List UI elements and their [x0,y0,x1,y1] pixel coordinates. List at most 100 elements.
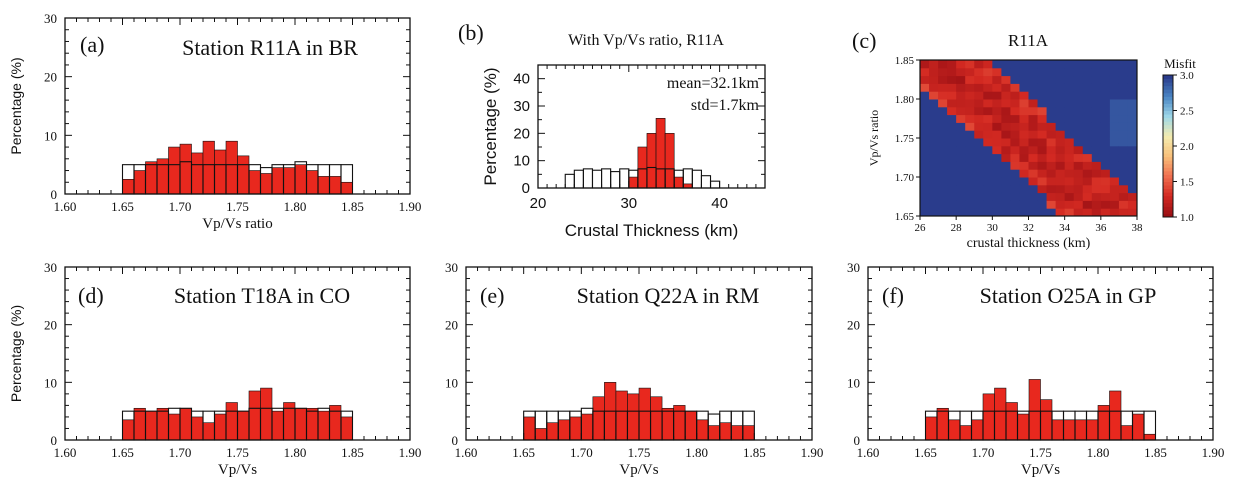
heatmap-cell [1019,153,1029,162]
heatmap-cell [1055,75,1066,84]
heatmap-cell [929,145,939,155]
heatmap-cell [1091,138,1102,147]
heatmap-cell [1091,192,1102,201]
heatmap-cell [1109,208,1120,217]
heatmap-cell [1064,145,1075,155]
x-tick-label: 1.90 [399,199,422,214]
heatmap-cell [920,138,930,147]
bar [1074,419,1087,441]
heatmap-cell [983,161,993,170]
heatmap-cell [965,138,975,147]
y-tick-label: 30 [847,260,860,275]
heatmap-cell [965,177,975,186]
heatmap-cell [1055,200,1066,209]
heatmap-cell [1091,145,1102,155]
heatmap-cell [920,83,930,92]
heatmap-cell [1064,169,1075,178]
heatmap-cell [1028,114,1039,123]
heatmap-cell [1055,99,1066,108]
heatmap-cell [974,106,984,116]
heatmap-cell [956,99,966,108]
x-tick-label: 1.75 [226,445,249,460]
heatmap-cell [992,153,1002,162]
bar [122,179,135,195]
bar [982,393,995,441]
heatmap-cell [1109,106,1120,116]
bar [1040,399,1053,441]
heatmap-cell [965,67,975,77]
bar [156,158,169,195]
heatmap-cell [1109,161,1120,170]
colorbar-segment [1163,92,1173,97]
heatmap-cell [1028,184,1039,194]
heatmap-cell [938,177,948,186]
heatmap-cell [1046,67,1057,77]
heatmap-cell [1010,60,1020,69]
x-tick-label: 38 [1132,222,1144,234]
heatmap-cell [1010,208,1020,217]
heatmap-cell [983,184,993,194]
heatmap-cell [1073,192,1084,201]
bar [1051,419,1064,441]
heatmap-cell [947,106,957,116]
heatmap-cell [965,169,975,178]
heatmap-cell [1127,161,1138,170]
heatmap-cell [1019,138,1029,147]
bar [730,425,744,441]
heatmap-cell [956,67,966,77]
heatmap-cell [983,91,993,100]
heatmap-cell [929,60,939,69]
heatmap-cell [938,130,948,139]
y-tick-label: 10 [44,375,57,390]
heatmap-cell [947,177,957,186]
heatmap-cell [1091,122,1102,131]
heatmap-cell [947,145,957,155]
bar [191,152,204,195]
colorbar-segment [1163,106,1173,111]
bar [1109,390,1122,441]
heatmap-cell [938,122,948,131]
bar [317,410,330,441]
heatmap-cell [1046,192,1057,201]
heatmap-cell [983,67,993,77]
heatmap-cell [929,75,939,84]
heatmap-cell [965,99,975,108]
heatmap-cell [1001,208,1011,217]
heatmap-cell [1001,114,1011,123]
heatmap-cell [1037,200,1048,209]
heatmap-cell [1046,177,1057,186]
heatmap-cell [1082,122,1093,131]
outline-bar [564,173,575,189]
bar [655,118,666,189]
heatmap-cell [947,91,957,100]
heatmap-cell [1037,75,1048,84]
heatmap-cell [983,177,993,186]
bar [673,176,684,189]
heatmap-cell [920,200,930,209]
bar [122,419,135,441]
heatmap-cell [1064,60,1075,69]
bar [1086,419,1099,441]
bar [156,407,169,441]
heatmap-cell [947,200,957,209]
y-tick-label: 1.85 [895,55,915,67]
y-tick-label: 10 [847,375,860,390]
heatmap-cell [929,184,939,194]
heatmap-cell [974,91,984,100]
heatmap-cell [1010,138,1020,147]
bar [948,419,961,441]
heatmap-cell [956,153,966,162]
heatmap-cell [1064,200,1075,209]
heatmap-cell [1019,67,1029,77]
heatmap-cell [1127,99,1138,108]
heatmap-cell [1109,177,1120,186]
heatmap-cell [983,153,993,162]
heatmap-cell [938,192,948,201]
x-tick-label: 1.85 [341,445,364,460]
heatmap-cell [1118,177,1129,186]
heatmap-cell [1019,169,1029,178]
heatmap-cell [1073,75,1084,84]
heatmap-cell [1037,208,1048,217]
y-tick-label: 20 [847,318,860,333]
bar [145,161,158,195]
